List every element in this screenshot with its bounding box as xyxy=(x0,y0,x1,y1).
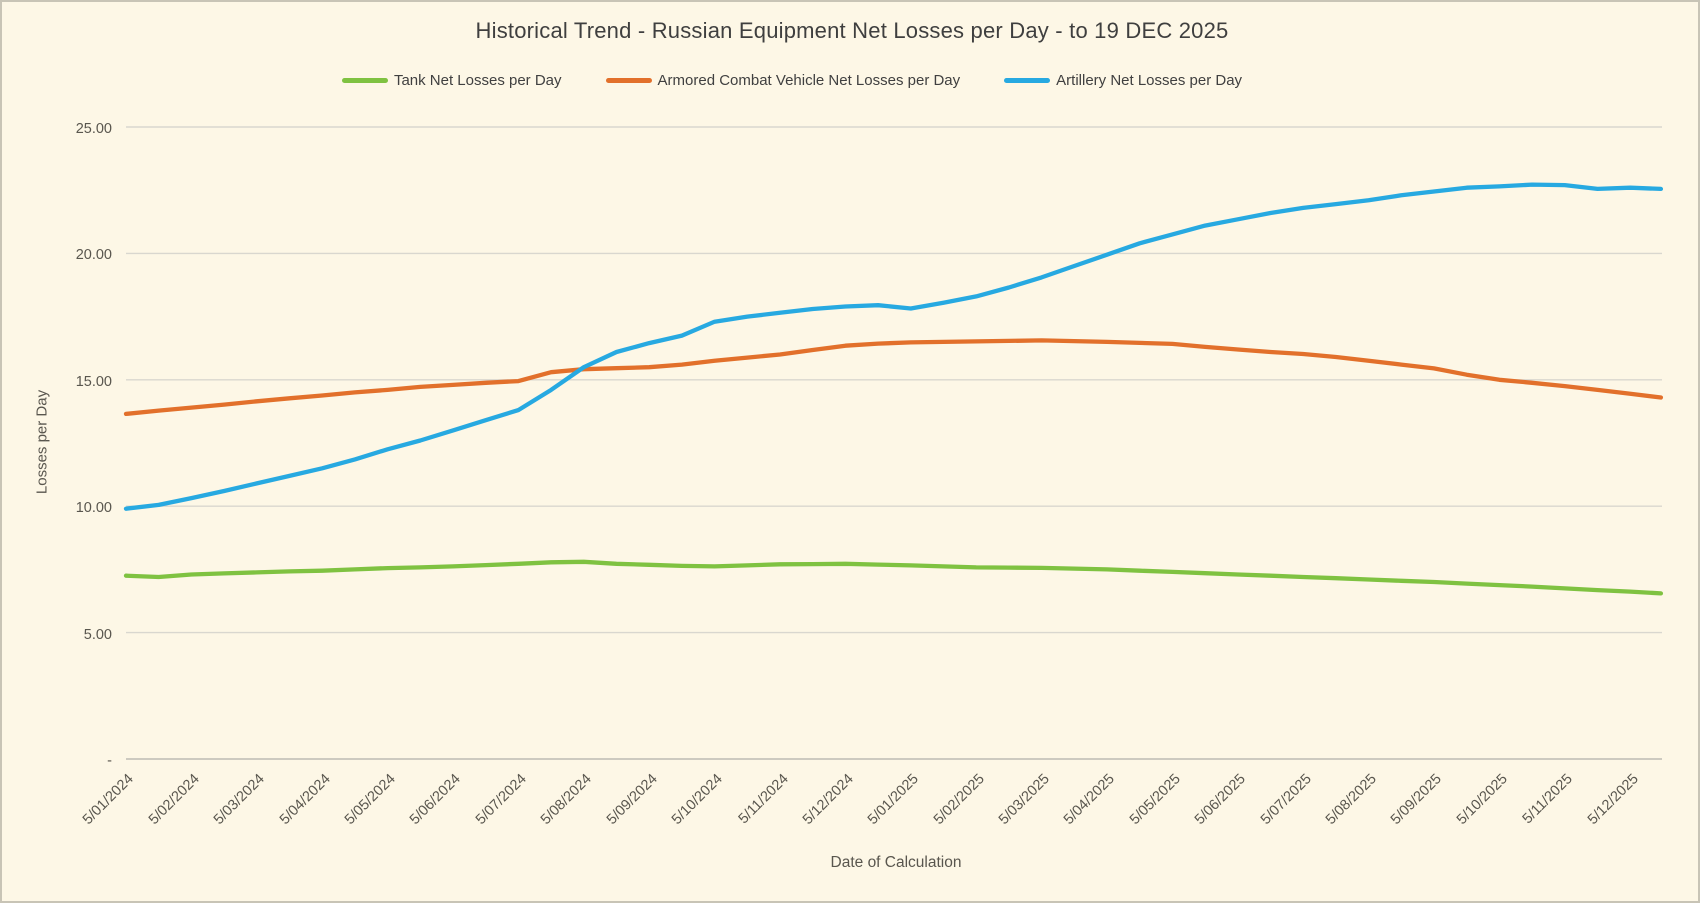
legend-item-tank: Tank Net Losses per Day xyxy=(341,72,562,89)
y-tick-label: 10.00 xyxy=(75,500,112,517)
chart-title: Historical Trend - Russian Equipment Net… xyxy=(475,18,1229,43)
legend: Tank Net Losses per Day Armored Combat V… xyxy=(2,72,1582,89)
tank-series-line xyxy=(123,559,1664,596)
y-tick-label: - xyxy=(107,753,112,769)
legend-item-acv: Armored Combat Vehicle Net Losses per Da… xyxy=(605,72,961,89)
legend-item-artillery: Artillery Net Losses per Day xyxy=(1004,72,1242,89)
y-axis-title: Losses per Day xyxy=(33,389,51,495)
artillery-series-line xyxy=(123,182,1664,511)
tank-legend-label: Tank Net Losses per Day xyxy=(393,72,562,89)
artillery-legend-label: Artillery Net Losses per Day xyxy=(1056,72,1243,89)
tank-legend-swatch xyxy=(341,78,388,83)
y-tick-label: 5.00 xyxy=(83,626,112,643)
y-tick-label: 20.00 xyxy=(75,247,112,264)
y-tick-label: 25.00 xyxy=(75,121,112,137)
acv-series-line xyxy=(123,338,1664,417)
artillery-legend-swatch xyxy=(1004,78,1051,83)
y-tick-label: 15.00 xyxy=(75,373,112,390)
x-axis-title: Date of Calculation xyxy=(830,854,962,871)
acv-legend-label: Armored Combat Vehicle Net Losses per Da… xyxy=(657,72,961,89)
gridlines xyxy=(126,126,1662,634)
acv-legend-swatch xyxy=(605,78,652,83)
